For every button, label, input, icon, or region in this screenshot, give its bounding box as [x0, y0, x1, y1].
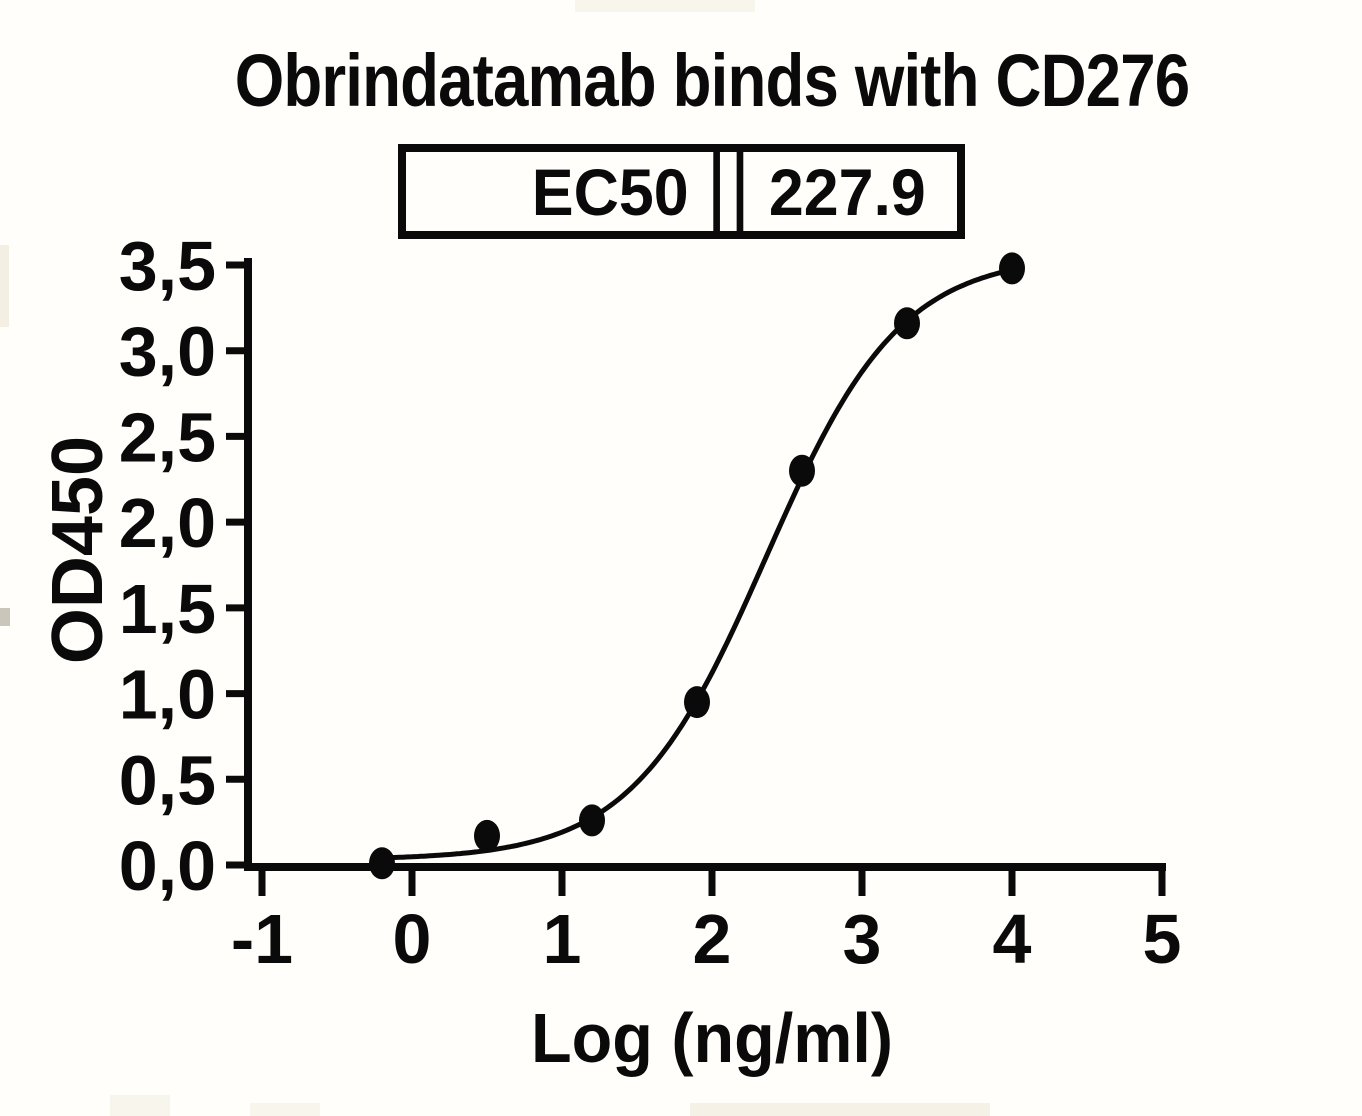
- ec50-table: EC50 227.9: [398, 144, 965, 239]
- y-tick-label: 1,5: [119, 570, 216, 648]
- y-tick-label: 0,0: [119, 827, 216, 905]
- y-tick-label: 1,0: [119, 656, 216, 734]
- x-tick-label: 1: [543, 900, 582, 978]
- x-tick-label: -1: [231, 900, 293, 978]
- data-point: [684, 686, 710, 719]
- data-points: [369, 252, 1025, 880]
- fit-curve: [379, 267, 1015, 861]
- chart-title: Obrindatamab binds with CD276: [234, 39, 1190, 122]
- data-point: [369, 847, 395, 880]
- ec50-value-cell: 227.9: [736, 152, 952, 231]
- scan-artifact: [0, 608, 10, 626]
- axes: [244, 258, 1166, 871]
- dose-response-curve: [379, 267, 1015, 861]
- y-tick-label: 2,0: [119, 484, 216, 562]
- scan-artifact: [690, 1103, 990, 1116]
- axis-ticks: [226, 261, 1166, 896]
- y-tick-label: 3,0: [119, 313, 216, 391]
- data-point: [789, 454, 815, 487]
- data-point: [474, 819, 500, 852]
- scan-artifact: [110, 1095, 170, 1116]
- y-tick-label: 2,5: [119, 398, 216, 476]
- tick-labels: 0,0 0,51,0 1,5 2,0 2,53,0 3,5 -1 0 1 2 3 4 5: [119, 227, 1182, 978]
- ec50-label-cell: EC50: [414, 152, 720, 231]
- x-tick-label: 0: [393, 900, 432, 978]
- data-point: [894, 307, 920, 340]
- x-tick-label: 3: [843, 900, 882, 978]
- y-tick-label: 3,5: [119, 227, 216, 305]
- data-point: [999, 252, 1025, 285]
- scan-artifact: [575, 0, 755, 12]
- x-tick-label: 5: [1143, 900, 1182, 978]
- scan-artifact: [250, 1103, 320, 1116]
- y-tick-label: 0,5: [119, 741, 216, 819]
- x-tick-label: 4: [993, 900, 1032, 978]
- data-point: [579, 804, 605, 837]
- y-axis-title: OD450: [38, 435, 118, 665]
- scan-artifact: [0, 245, 9, 327]
- x-tick-label: 2: [693, 900, 732, 978]
- x-axis-title: Log (ng/ml): [531, 999, 893, 1077]
